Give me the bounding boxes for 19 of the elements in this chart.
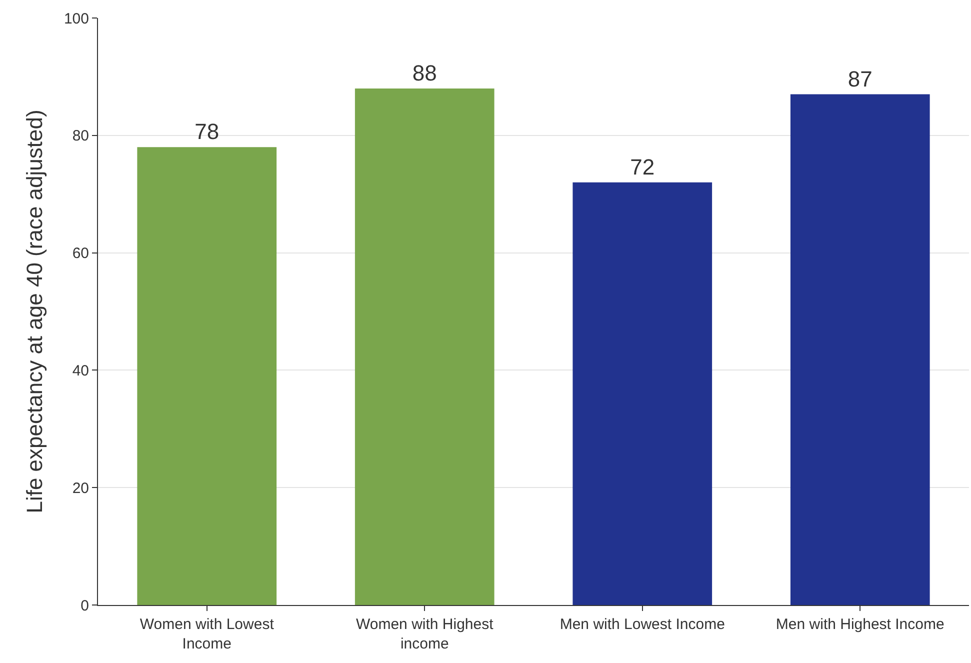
x-tick-label: Women with Lowest Income [140, 616, 275, 652]
data-label: 88 [412, 60, 437, 86]
y-tick-label: 100 [64, 10, 89, 28]
data-label: 78 [194, 119, 220, 144]
data-label: 72 [630, 154, 655, 180]
bar [137, 147, 277, 605]
bar [354, 88, 494, 605]
y-tick-label: 80 [72, 128, 89, 145]
y-tick-label: 40 [72, 362, 89, 380]
y-axis-title: Life expectancy at age 40 (race adjusted) [22, 110, 47, 514]
y-tick-label: 0 [80, 597, 89, 614]
x-tick-label: Women with Highest income [356, 616, 494, 652]
bar [572, 182, 712, 605]
x-tick-label: Men with Highest Income [776, 616, 944, 633]
bar [790, 94, 930, 605]
y-tick-label: 60 [72, 245, 89, 262]
data-label: 87 [848, 66, 872, 92]
y-tick-label: 20 [72, 480, 89, 497]
x-tick-label: Men with Lowest Income [560, 616, 725, 633]
